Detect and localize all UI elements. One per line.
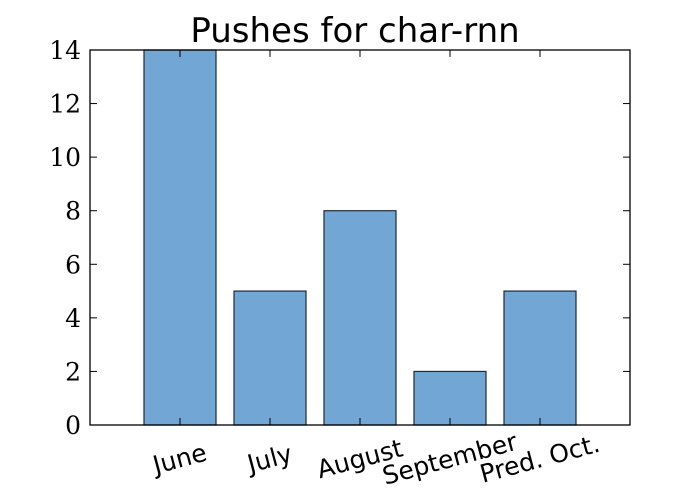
y-tick-label: 4 (65, 304, 81, 333)
y-tick-label: 14 (49, 36, 81, 65)
y-tick-label: 6 (65, 250, 81, 279)
x-tick-label: July (242, 439, 295, 479)
y-tick-label: 2 (65, 357, 81, 386)
plot-frame (89, 49, 631, 426)
y-tick-label: 10 (49, 143, 81, 172)
bars-group (143, 49, 577, 426)
bar-pred-oct (503, 290, 577, 426)
bar-august (323, 210, 397, 426)
bar-september (413, 370, 487, 426)
y-axis: 0 2 4 6 8 10 12 14 (49, 36, 630, 440)
chart-title: Pushes for char-rnn (190, 11, 519, 51)
bar-july (233, 290, 307, 426)
x-tick-label: June (148, 438, 210, 481)
y-tick-label: 0 (65, 411, 81, 440)
bar-june (143, 49, 217, 426)
y-tick-label: 8 (65, 197, 81, 226)
y-tick-label: 12 (49, 90, 81, 119)
